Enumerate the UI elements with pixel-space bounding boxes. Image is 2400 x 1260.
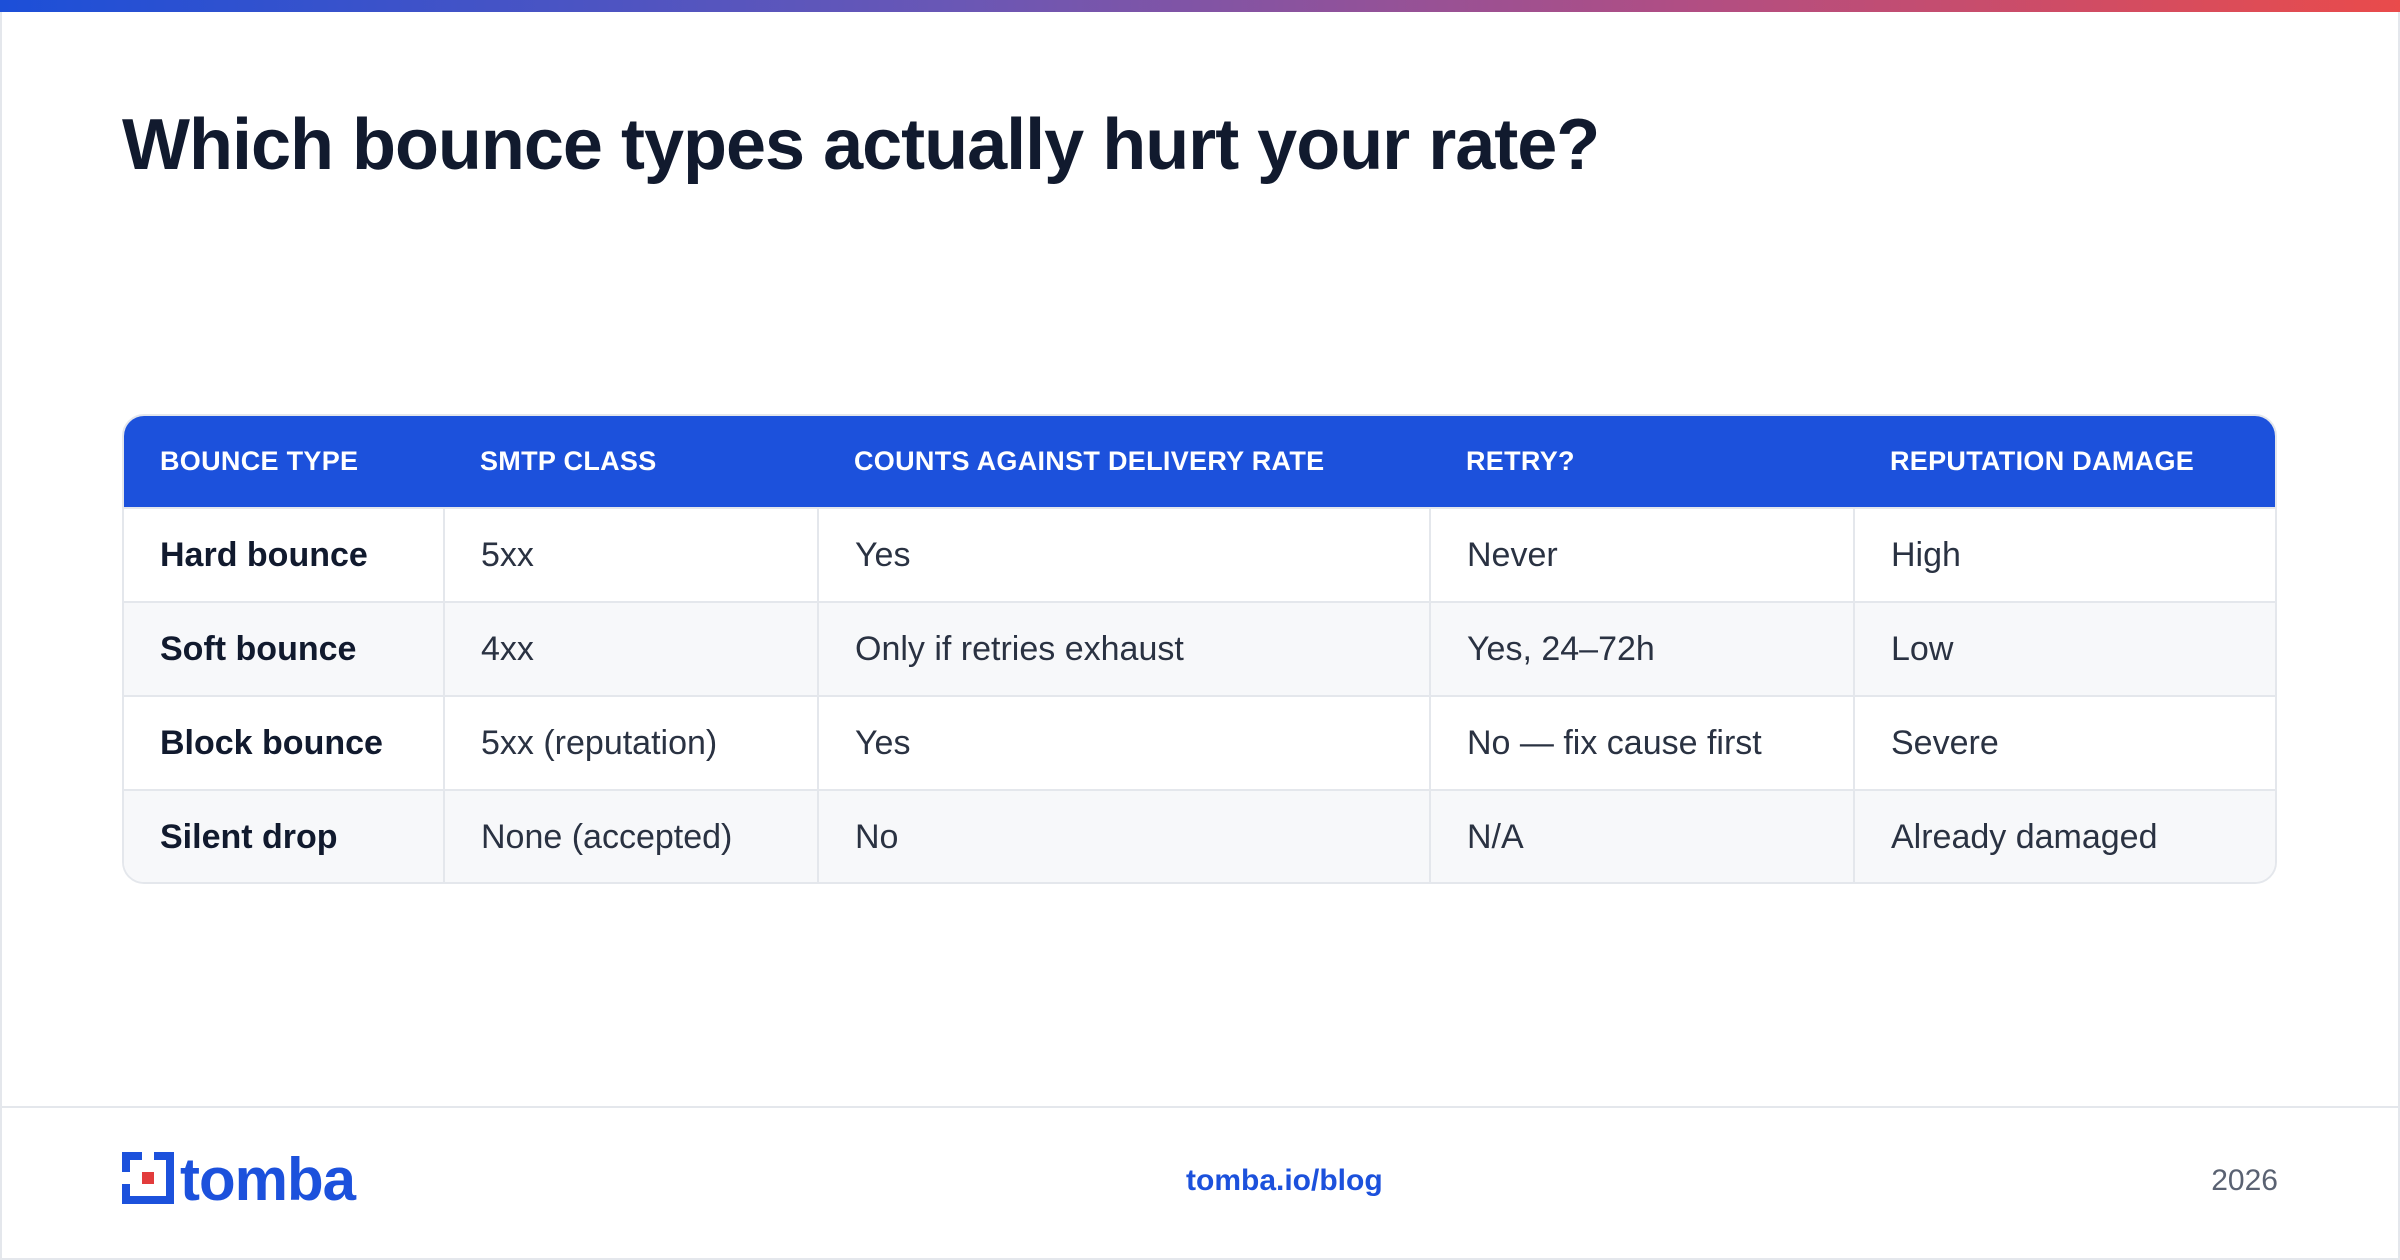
footer-year: 2026 [2211, 1164, 2278, 1197]
bounce-types-table: BOUNCE TYPE SMTP CLASS COUNTS AGAINST DE… [122, 414, 2277, 884]
cell-reputation-damage: Already damaged [1853, 790, 2275, 882]
table-row: Block bounce 5xx (reputation) Yes No — f… [124, 696, 2275, 790]
cell-bounce-type: Block bounce [160, 723, 383, 762]
table-header-row: BOUNCE TYPE SMTP CLASS COUNTS AGAINST DE… [124, 416, 2275, 508]
cell-reputation-damage: Severe [1853, 696, 2275, 790]
cell-retry: No — fix cause first [1429, 696, 1854, 790]
column-header-bounce-type: BOUNCE TYPE [160, 446, 359, 476]
cell-smtp-class: 5xx [443, 508, 818, 602]
cell-counts-against: Yes [817, 696, 1430, 790]
cell-retry: N/A [1429, 790, 1854, 882]
table-row: Soft bounce 4xx Only if retries exhaust … [124, 602, 2275, 696]
cell-reputation-damage: High [1853, 508, 2275, 602]
footer-divider [0, 1106, 2400, 1108]
table-row: Silent drop None (accepted) No N/A Alrea… [124, 790, 2275, 882]
column-header-smtp-class: SMTP CLASS [480, 446, 657, 476]
cell-reputation-damage: Low [1853, 602, 2275, 696]
cell-smtp-class: None (accepted) [443, 790, 818, 882]
column-header-retry: RETRY? [1466, 446, 1575, 476]
cell-counts-against: No [817, 790, 1430, 882]
cell-bounce-type: Hard bounce [160, 535, 368, 574]
logo-wordmark: tomba [180, 1146, 356, 1213]
blog-link[interactable]: tomba.io/blog [1186, 1164, 1383, 1197]
column-header-reputation-damage: REPUTATION DAMAGE [1890, 446, 2195, 476]
cell-retry: Never [1429, 508, 1854, 602]
cell-counts-against: Only if retries exhaust [817, 602, 1430, 696]
cell-retry: Yes, 24–72h [1429, 602, 1854, 696]
tomba-mark-icon [122, 1151, 174, 1209]
tomba-logo[interactable]: tomba [122, 1146, 356, 1213]
cell-counts-against: Yes [817, 508, 1430, 602]
page-title: Which bounce types actually hurt your ra… [122, 105, 1600, 185]
cell-smtp-class: 5xx (reputation) [443, 696, 818, 790]
column-header-counts-against: COUNTS AGAINST DELIVERY RATE [854, 446, 1325, 476]
cell-bounce-type: Soft bounce [160, 629, 357, 668]
table-row: Hard bounce 5xx Yes Never High [124, 508, 2275, 602]
cell-smtp-class: 4xx [443, 602, 818, 696]
gradient-accent-bar [0, 0, 2400, 12]
cell-bounce-type: Silent drop [160, 818, 338, 856]
